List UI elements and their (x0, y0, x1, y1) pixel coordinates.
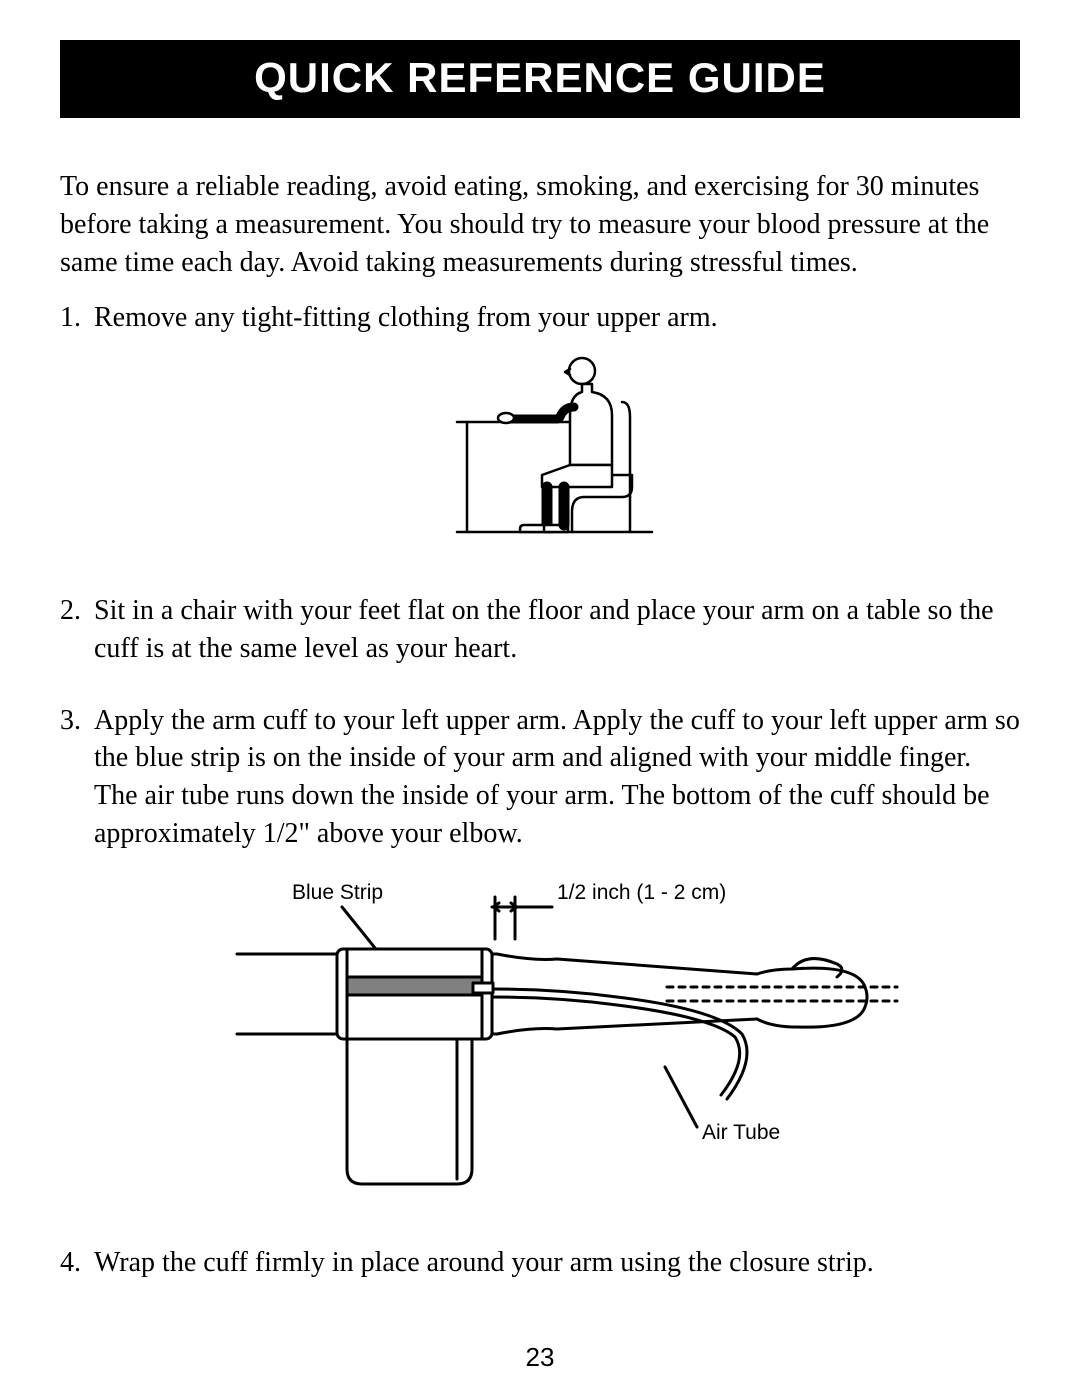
manual-page: QUICK REFERENCE GUIDE To ensure a reliab… (0, 0, 1080, 1397)
step-2: Sit in a chair with your feet flat on th… (60, 592, 1020, 668)
page-number: 23 (0, 1342, 1080, 1373)
label-air-tube: Air Tube (702, 1121, 780, 1144)
intro-paragraph: To ensure a reliable reading, avoid eati… (60, 168, 1020, 281)
step-3-text: Apply the arm cuff to your left upper ar… (94, 705, 1020, 849)
steps-list: Remove any tight-fitting clothing from y… (60, 299, 1020, 1281)
step-4-text: Wrap the cuff firmly in place around you… (94, 1247, 874, 1278)
label-blue-strip: Blue Strip (292, 881, 383, 904)
step-1-text: Remove any tight-fitting clothing from y… (94, 302, 718, 333)
step-1: Remove any tight-fitting clothing from y… (60, 299, 1020, 558)
step-4: Wrap the cuff firmly in place around you… (60, 1244, 1020, 1282)
figure-seated (94, 347, 1020, 558)
figure-cuff: Blue Strip 1/2 inch (1 - 2 cm) Air Tube (94, 869, 1020, 1210)
step-3: Apply the arm cuff to your left upper ar… (60, 702, 1020, 1210)
seated-person-icon (452, 347, 662, 547)
label-gap: 1/2 inch (1 - 2 cm) (557, 881, 726, 904)
page-title: QUICK REFERENCE GUIDE (254, 54, 826, 101)
arm-cuff-icon: Blue Strip 1/2 inch (1 - 2 cm) Air Tube (197, 869, 917, 1199)
step-2-text: Sit in a chair with your feet flat on th… (94, 595, 994, 664)
page-title-bar: QUICK REFERENCE GUIDE (60, 40, 1020, 118)
